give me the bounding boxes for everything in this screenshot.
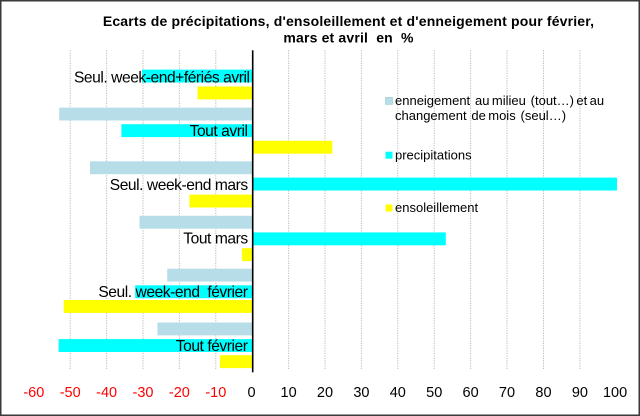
svg-text:-40: -40 [96, 385, 117, 401]
svg-text:Tout avril: Tout avril [190, 123, 248, 140]
svg-text:-50: -50 [60, 385, 81, 401]
svg-text:70: 70 [499, 385, 515, 401]
svg-text:changement de mois (seul…): changement de mois (seul…) [395, 108, 566, 123]
svg-text:10: 10 [281, 385, 297, 401]
svg-text:-30: -30 [133, 385, 154, 401]
svg-text:80: 80 [535, 385, 551, 401]
svg-text:40: 40 [390, 385, 406, 401]
svg-text:50: 50 [426, 385, 442, 401]
svg-text:Ecarts de précipitations, d'en: Ecarts de précipitations, d'ensoleilleme… [103, 13, 594, 29]
svg-text:100: 100 [603, 385, 627, 401]
svg-text:-20: -20 [169, 385, 190, 401]
svg-text:Seul. week-end+fériés avril: Seul. week-end+fériés avril [74, 69, 250, 86]
svg-text:mars et avril en %: mars et avril en % [283, 29, 414, 45]
svg-text:Tout mars: Tout mars [183, 231, 248, 248]
svg-text:60: 60 [463, 385, 479, 401]
svg-text:90: 90 [572, 385, 588, 401]
svg-text:-60: -60 [23, 385, 44, 401]
svg-text:Seul. week-end février: Seul. week-end février [98, 284, 247, 301]
svg-text:enneigement au milieu (tout…: enneigement au milieu (tout…) et au [395, 93, 604, 108]
svg-text:Seul. week-end mars: Seul. week-end mars [110, 177, 249, 194]
svg-text:20: 20 [317, 385, 333, 401]
svg-text:-10: -10 [205, 385, 226, 401]
svg-text:Tout février: Tout février [176, 338, 248, 355]
svg-text:30: 30 [353, 385, 369, 401]
svg-text:precipitations: precipitations [395, 147, 472, 162]
svg-text:0: 0 [248, 385, 256, 401]
svg-text:ensoleillement: ensoleillement [395, 200, 478, 215]
